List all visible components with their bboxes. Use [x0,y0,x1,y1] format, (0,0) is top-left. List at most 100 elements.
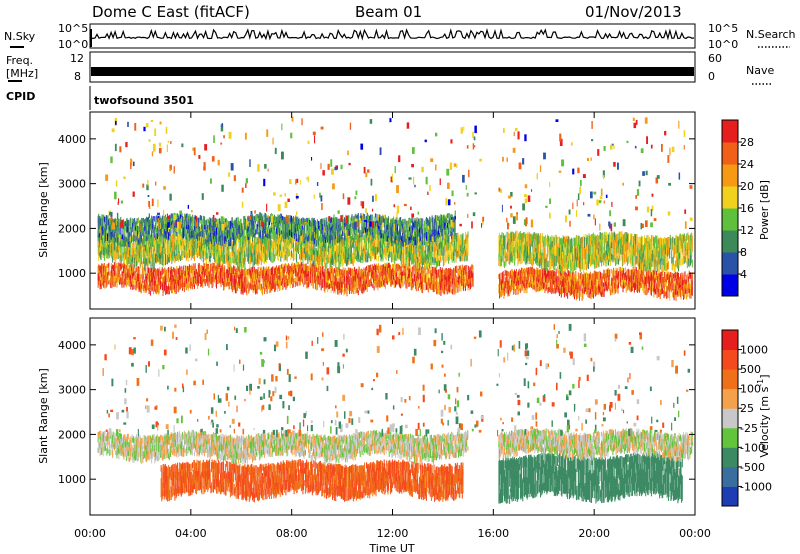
heatmap-cell [109,272,110,276]
heatmap-cell [188,229,189,233]
heatmap-cell [464,246,465,251]
heatmap-cell [236,277,237,282]
heatmap-cell [209,282,210,288]
heatmap-cell [350,283,351,291]
heatmap-cell [144,237,145,243]
heatmap-cell [207,281,208,286]
heatmap-cell [367,256,368,263]
heatmap-cell [159,277,160,285]
heatmap-cell [174,249,175,256]
heatmap-cell [195,263,196,268]
heatmap-cell [362,256,363,263]
heatmap-cell [205,225,206,230]
heatmap-cell [260,230,261,235]
radar-title: Dome C East (fitACF) [92,3,250,21]
heatmap-cell [272,267,273,273]
heatmap-cell [283,285,284,290]
heatmap-cell [248,258,249,264]
heatmap-cell [117,282,118,288]
heatmap-cell [434,272,435,278]
heatmap-cell [377,266,378,270]
heatmap-cell [455,266,456,272]
heatmap-cell [313,261,314,267]
heatmap-cell [293,283,294,287]
heatmap-cell [473,272,474,279]
heatmap-cell [468,238,469,244]
heatmap-cell [247,284,248,289]
heatmap-cell [186,229,187,234]
heatmap-cell [445,254,446,263]
heatmap-cell [399,275,400,279]
nsky-line [91,30,694,39]
heatmap-cell [137,247,138,256]
heatmap-cell [143,227,144,232]
heatmap-cell [147,235,148,241]
heatmap-cell [165,243,166,249]
heatmap-cell [231,274,232,282]
heatmap-cell [184,239,185,245]
heatmap-cell [456,233,457,242]
heatmap-cell [413,283,414,287]
heatmap-cell [258,226,259,230]
heatmap-cell [295,281,296,285]
heatmap-cell [104,263,105,267]
heatmap-cell [183,217,184,224]
heatmap-cell [184,287,185,292]
heatmap-cell [342,288,343,293]
heatmap-cell [334,268,335,273]
heatmap-cell [246,290,247,295]
heatmap-cell [292,253,293,258]
heatmap-cell [106,231,107,236]
heatmap-cell [141,274,142,279]
heatmap-cell [238,260,239,270]
heatmap-cell [340,255,341,264]
heatmap-cell [188,233,189,237]
heatmap-cell [115,281,116,286]
heatmap-cell [260,275,261,283]
nsky-tick-top: 10^5 [58,22,88,35]
heatmap-cell [228,278,229,282]
nave-tick-top: 60 [708,52,722,65]
freq-trace [91,67,694,76]
heatmap-cell [164,254,165,260]
heatmap-cell [294,247,295,254]
heatmap-cell [209,235,210,240]
heatmap-cell [413,265,414,272]
heatmap-cell [449,255,450,262]
heatmap-cell [165,248,166,254]
heatmap-cell [449,284,450,292]
heatmap-cell [439,269,440,275]
heatmap-cell [452,270,453,275]
heatmap-cell [243,252,244,257]
heatmap-cell [248,275,249,281]
heatmap-cell [165,260,166,266]
heatmap-cell [459,284,460,292]
heatmap-cell [178,230,179,234]
heatmap-cell [134,285,135,290]
heatmap-cell [201,220,202,224]
heatmap-cell [332,268,333,273]
heatmap-cell [469,267,470,273]
heatmap-cell [132,257,133,264]
heatmap-cell [136,267,137,272]
heatmap-cell [268,251,269,257]
heatmap-cell [153,233,154,237]
heatmap-cell [168,273,169,279]
heatmap-cell [122,280,123,284]
heatmap-cell [371,282,372,287]
heatmap-cell [473,265,474,272]
heatmap-cell [322,284,323,288]
heatmap-cell [156,223,157,228]
heatmap-cell [239,263,240,269]
heatmap-cell [439,261,440,267]
heatmap-cell [102,219,103,223]
heatmap-cell [272,252,273,258]
heatmap-cell [325,263,326,269]
heatmap-cell [211,239,212,244]
nsky-label: N.Sky [4,30,36,43]
heatmap-cell [341,288,342,294]
heatmap-cell [105,235,106,241]
heatmap-cell [362,241,363,248]
heatmap-cell [459,244,460,249]
heatmap-cell [160,285,161,290]
